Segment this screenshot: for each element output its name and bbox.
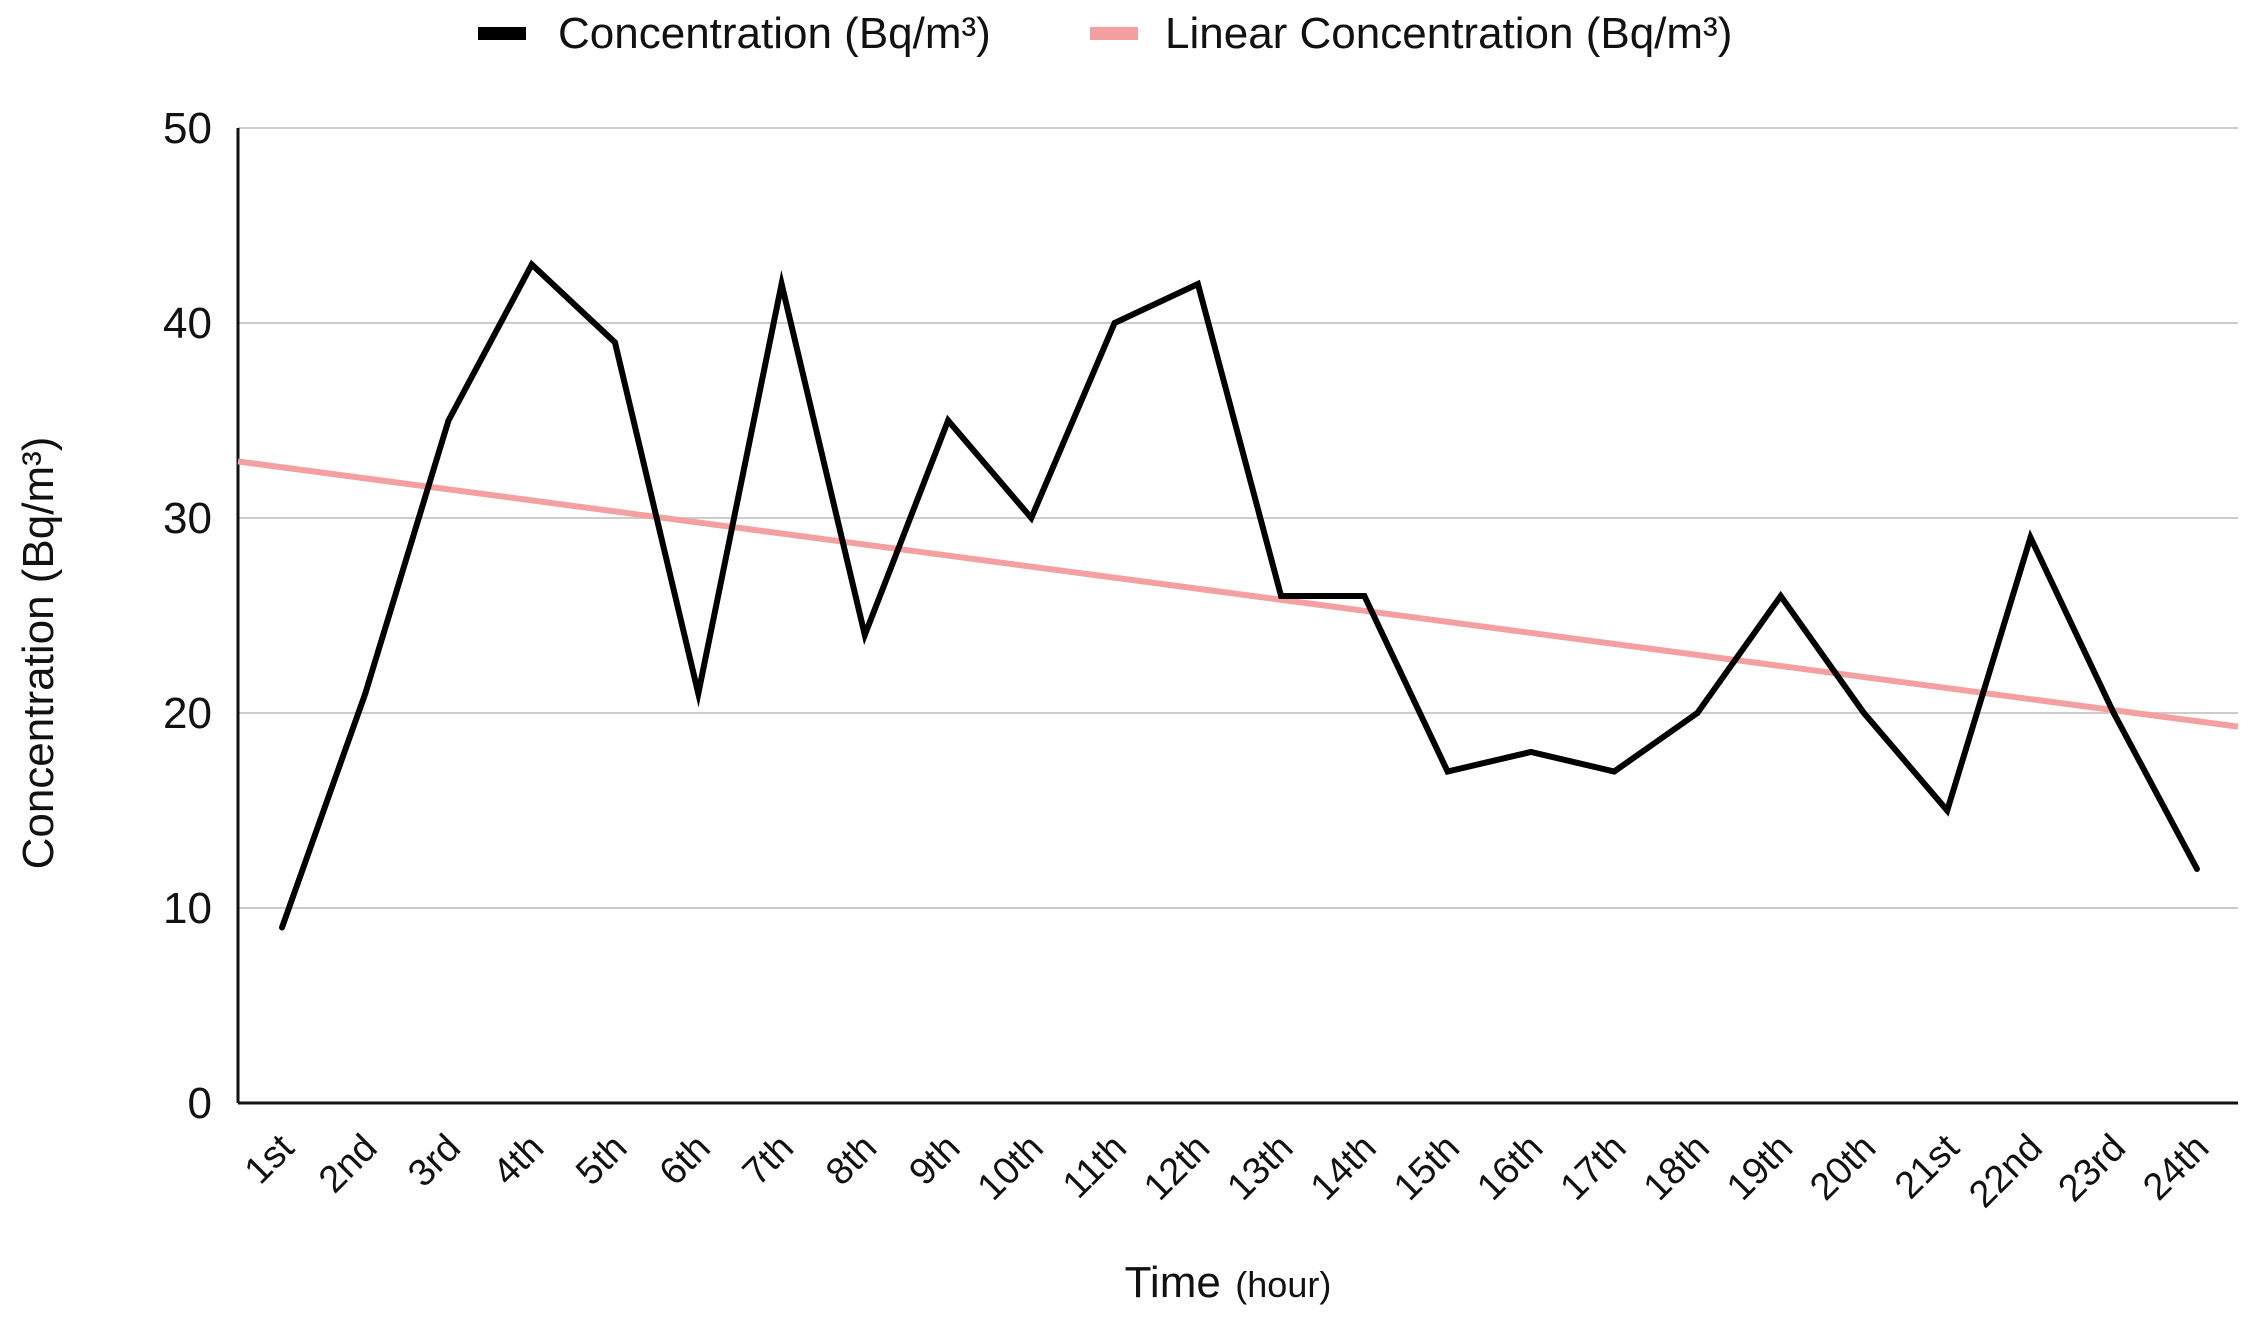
data-point-24th: [2193, 866, 2200, 872]
data-point-2nd: [362, 690, 369, 697]
data-point-10th: [1028, 515, 1035, 521]
data-point-18th: [1694, 710, 1701, 716]
data-point-6th: [695, 690, 702, 697]
trend-line-linear-concentration: [237, 458, 2239, 730]
x-axis-ticks: 1st 2nd 3rd 4th 5th 6th 7th 8th 9th 10th 11th 12th 1…: [237, 1126, 2218, 1216]
data-point-19th: [1777, 593, 1784, 599]
x-tick-label: 15th: [1386, 1127, 1468, 1209]
data-point-22nd: [2027, 534, 2034, 541]
x-tick-label: 21st: [1887, 1126, 1968, 1207]
x-tick-label: 23rd: [2051, 1127, 2134, 1210]
data-point-9th: [945, 417, 952, 424]
data-point-7th: [778, 281, 785, 287]
data-point-4th: [528, 261, 535, 268]
gridlines: [238, 127, 2238, 909]
x-tick-label: 6th: [652, 1127, 719, 1194]
data-point-21st: [1944, 807, 1951, 814]
x-tick-label: 1st: [237, 1126, 303, 1192]
legend-swatch-linear-concentration: [1090, 27, 1138, 40]
x-tick-label: 16th: [1469, 1127, 1551, 1209]
data-point-11th: [1111, 320, 1118, 326]
x-tick-label: 4th: [485, 1127, 552, 1194]
data-points: [279, 261, 2200, 931]
data-point-14th: [1361, 593, 1368, 599]
x-tick-label: 20th: [1802, 1127, 1884, 1209]
x-tick-label: 8th: [818, 1127, 885, 1194]
y-tick-label: 30: [163, 494, 212, 543]
data-point-1st: [279, 924, 285, 931]
x-axis-title-unit: (hour): [1235, 1264, 1331, 1305]
data-point-17th: [1611, 768, 1618, 775]
x-tick-label: 5th: [568, 1127, 635, 1194]
x-tick-label: 22nd: [1961, 1127, 2050, 1216]
y-tick-label: 10: [163, 884, 212, 933]
x-tick-label: 12th: [1136, 1127, 1218, 1209]
data-point-3rd: [445, 417, 452, 424]
x-tick-label: 24th: [2135, 1127, 2217, 1209]
y-tick-label: 0: [188, 1079, 212, 1128]
x-tick-label: 9th: [901, 1127, 968, 1194]
x-tick-label: 13th: [1219, 1127, 1301, 1209]
legend-swatch-concentration: [478, 27, 526, 40]
y-tick-label: 40: [163, 299, 212, 348]
data-point-16th: [1527, 749, 1534, 755]
legend-label-concentration: Concentration (Bq/m³): [558, 9, 991, 58]
y-axis-title: Concentration (Bq/m³): [14, 437, 63, 870]
data-point-15th: [1444, 768, 1451, 775]
data-point-8th: [861, 632, 868, 638]
y-axis-ticks: 0 10 20 30 40 50: [163, 104, 212, 1128]
data-point-5th: [612, 339, 619, 346]
x-tick-label: 7th: [735, 1127, 802, 1194]
data-point-23rd: [2110, 710, 2117, 716]
y-tick-label: 50: [163, 104, 212, 153]
x-tick-label: 10th: [970, 1127, 1052, 1209]
data-point-12th: [1194, 281, 1201, 287]
x-axis-title-main: Time: [1125, 1258, 1221, 1307]
legend-label-linear-concentration: Linear Concentration (Bq/m³): [1165, 9, 1732, 58]
data-point-20th: [1860, 710, 1867, 716]
x-tick-label: 19th: [1719, 1127, 1801, 1209]
data-point-13th: [1278, 593, 1285, 599]
x-tick-label: 3rd: [400, 1127, 469, 1196]
legend: Concentration (Bq/m³) Linear Concentrati…: [478, 9, 1732, 58]
x-tick-label: 18th: [1636, 1127, 1718, 1209]
y-tick-label: 20: [163, 689, 212, 738]
x-tick-label: 17th: [1553, 1127, 1635, 1209]
x-tick-label: 11th: [1055, 1127, 1135, 1207]
series-line-concentration: [279, 259, 2200, 929]
x-tick-label: 14th: [1303, 1127, 1385, 1209]
x-tick-label: 2nd: [311, 1127, 386, 1202]
x-axis-title: Time (hour): [1125, 1258, 1332, 1307]
